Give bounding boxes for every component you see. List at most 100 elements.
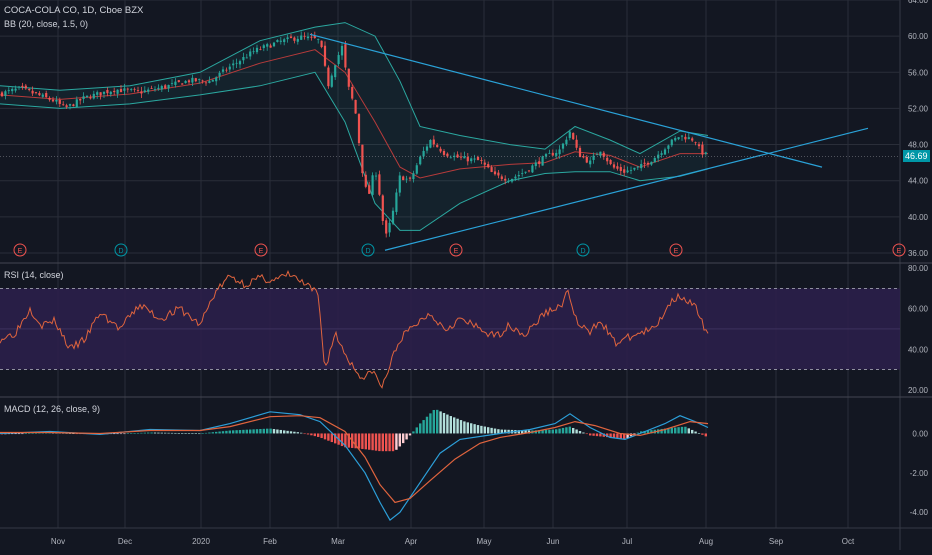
macd-histogram-bar: [636, 432, 639, 434]
macd-histogram-bar: [24, 433, 27, 435]
macd-histogram-bar: [136, 432, 140, 434]
macd-histogram-bar: [585, 433, 588, 435]
macd-histogram-bar: [245, 429, 248, 434]
macd-histogram-bar: [456, 418, 459, 434]
rsi-indicator-label: RSI (14, close): [4, 270, 64, 280]
candle-body: [75, 99, 78, 108]
x-tick-label: Jul: [622, 537, 632, 546]
candle-body: [82, 96, 85, 99]
candle-body: [286, 37, 289, 40]
macd-histogram-bar: [388, 433, 391, 452]
event-marker-earnings: [13, 243, 27, 257]
candle-body: [531, 165, 534, 173]
candle-body: [368, 185, 371, 194]
candle-body: [337, 55, 340, 65]
macd-histogram-bar: [687, 428, 690, 434]
macd-histogram-bar: [578, 430, 582, 434]
candle-body: [133, 88, 136, 90]
candle-body: [96, 92, 99, 95]
candle-body: [160, 86, 163, 90]
candle-body: [157, 87, 160, 90]
macd-histogram-bar: [347, 433, 350, 448]
macd-histogram-bar: [701, 433, 704, 435]
candle-body: [51, 99, 55, 102]
macd-histogram-bar: [558, 428, 561, 434]
candle-body: [439, 148, 442, 152]
candle-body: [221, 69, 225, 72]
candle-body: [79, 98, 82, 101]
candle-body: [626, 170, 629, 173]
macd-histogram-bar: [589, 433, 592, 436]
candle-body: [194, 78, 197, 82]
candle-body: [493, 171, 497, 175]
macd-histogram-bar: [544, 429, 548, 434]
candle-body: [527, 170, 531, 172]
rsi-y-tick-label: 40.00: [908, 345, 929, 354]
candle-body: [463, 156, 466, 159]
macd-histogram-bar: [334, 433, 337, 444]
macd-histogram-bar: [527, 430, 531, 434]
candle-body: [544, 154, 548, 157]
macd-histogram-bar: [663, 428, 667, 434]
macd-histogram-bar: [300, 432, 303, 434]
candle-body: [357, 114, 361, 144]
candle-body: [198, 79, 201, 80]
candle-body: [674, 138, 677, 141]
x-tick-label: May: [476, 537, 491, 546]
candle-body: [7, 90, 10, 92]
macd-histogram-bar: [354, 433, 357, 449]
candle-body: [255, 47, 259, 53]
candle-body: [113, 90, 116, 93]
event-marker-label: D: [118, 248, 123, 255]
macd-histogram-bar: [646, 430, 650, 434]
bollinger-basis-line: [0, 49, 708, 179]
macd-histogram-bar: [187, 433, 191, 434]
candle-body: [228, 66, 231, 70]
candle-body: [344, 44, 347, 68]
candle-body: [436, 144, 439, 148]
macd-histogram-bar: [368, 433, 371, 450]
candle-body: [28, 89, 31, 91]
candle-body: [0, 92, 4, 97]
bollinger-band-fill: [0, 22, 708, 231]
candle-body: [34, 92, 38, 94]
macd-histogram-bar: [198, 433, 201, 435]
candle-body: [629, 169, 633, 171]
macd-histogram-bar: [174, 432, 177, 434]
event-marker-earnings: [892, 243, 906, 257]
candle-body: [201, 80, 204, 82]
candle-body: [568, 131, 571, 138]
candle-body: [684, 136, 687, 140]
candle-body: [279, 40, 282, 42]
candle-body: [14, 88, 17, 91]
macd-histogram-bar: [177, 433, 180, 434]
macd-histogram-bar: [157, 432, 160, 434]
candle-body: [347, 68, 350, 87]
candle-body: [561, 143, 565, 149]
macd-histogram-bar: [463, 421, 466, 434]
macd-histogram-bar: [242, 429, 245, 434]
macd-histogram-bar: [204, 432, 208, 434]
candle-body: [140, 91, 143, 94]
bb-indicator-label: BB (20, close, 1.5, 0): [4, 19, 89, 29]
x-tick-label: Sep: [769, 537, 784, 546]
macd-histogram-bar: [286, 430, 289, 434]
candle-body: [72, 104, 75, 107]
macd-histogram-bar: [419, 423, 422, 434]
macd-histogram-bar: [507, 429, 510, 434]
candle-body: [687, 137, 690, 140]
candle-body: [184, 80, 187, 84]
candle-body: [565, 139, 568, 145]
candle-body: [85, 95, 89, 98]
candle-body: [507, 180, 510, 182]
candle-body: [334, 65, 337, 78]
macd-histogram-bar: [184, 433, 187, 434]
macd-histogram-bar: [293, 431, 296, 434]
candle-body: [187, 80, 191, 83]
macd-line: [0, 411, 709, 522]
macd-histogram-bar: [201, 433, 204, 434]
macd-histogram-bar: [480, 425, 483, 434]
candle-body: [208, 80, 211, 83]
